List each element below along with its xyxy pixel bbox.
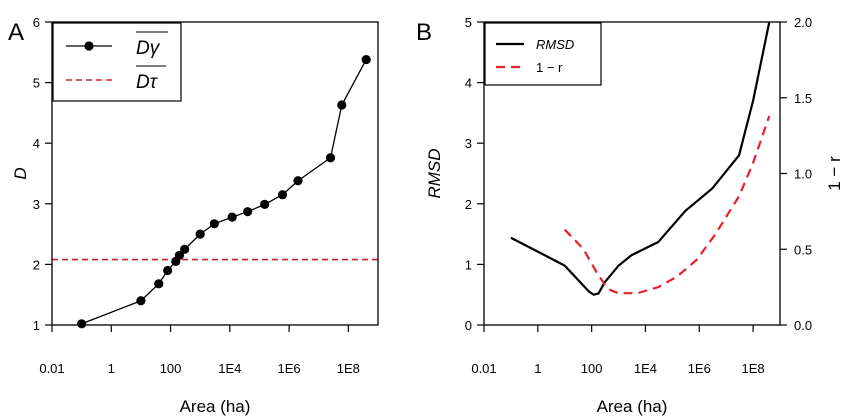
plot-area: [510, 22, 771, 296]
data-point: [260, 199, 270, 210]
data-point: [163, 265, 173, 276]
data-point: [195, 229, 205, 239]
x-tick-label: 1E6: [278, 361, 301, 376]
data-point: [174, 250, 185, 260]
legend-label-1-r: 1 − r: [536, 60, 563, 75]
legend-box: [484, 22, 602, 86]
x-tick-label: 100: [160, 361, 182, 376]
panel-letter: A: [8, 19, 24, 46]
legend-box: [52, 22, 182, 102]
data-point: [154, 279, 164, 289]
y-axis-label: D: [11, 167, 30, 179]
y2-tick-label: 1.0: [794, 167, 812, 182]
y-tick-label: 1: [465, 257, 472, 272]
data-point: [325, 153, 336, 163]
legend-label-dgamma: Dγ: [136, 38, 161, 59]
data-point: [293, 176, 303, 186]
y-tick-label: 4: [33, 136, 40, 151]
data-point: [180, 244, 190, 254]
y2-tick-label: 1.5: [794, 91, 812, 106]
x-tick-label: 1E8: [742, 361, 765, 376]
y2-tick-label: 0.5: [794, 242, 812, 257]
data-point: [243, 207, 253, 217]
x-tick-label: 1E6: [688, 361, 711, 376]
y-tick-label: 1: [33, 318, 40, 333]
panel-letter: B: [416, 19, 432, 46]
x-axis-label: Area (ha): [597, 397, 668, 416]
y2-tick-label: 2.0: [794, 15, 812, 30]
x-axis-label: Area (ha): [180, 397, 251, 416]
data-point: [361, 54, 371, 65]
y-tick-label: 4: [465, 76, 472, 91]
legend-label-dtau: Dτ: [136, 72, 159, 93]
x-tick-label: 1E4: [218, 361, 241, 376]
data-point: [209, 219, 219, 229]
x-tick-label: 1: [534, 361, 541, 376]
series-line-primary: [510, 22, 771, 296]
y-axis-label: RMSD: [425, 148, 444, 198]
x-tick-label: 1E8: [337, 361, 360, 376]
plot-frame: [51, 21, 379, 326]
x-tick-label: 1E4: [634, 361, 657, 376]
x-tick-label: 0.01: [471, 361, 496, 376]
y-tick-label: 3: [33, 197, 40, 212]
y-tick-label: 3: [465, 136, 472, 151]
y-tick-label: 0: [465, 318, 472, 333]
legend-marker-dgamma: [84, 41, 94, 51]
data-point: [227, 212, 237, 222]
series-line-secondary: [563, 115, 771, 295]
y-tick-label: 5: [465, 15, 472, 30]
y-tick-label: 2: [33, 257, 40, 272]
y-tick-label: 6: [33, 15, 40, 30]
panel-b: B 0.01 1 100 1E4 1E6 1E8 0 1 2 3 4 5 0.0 0.5 1.0 1.5 2.0 A…: [416, 15, 844, 416]
data-point: [337, 100, 347, 110]
legend-label-rmsd: RMSD: [536, 37, 574, 52]
legend: Dγ Dτ: [52, 22, 182, 102]
y-tick-label: 5: [33, 76, 40, 91]
data-point: [277, 190, 288, 200]
legend: RMSD 1 − r: [484, 22, 602, 86]
panel-a: A 0.01 1 100 1E4 1E6 1E8 1 2 3 4 5 6 Area (ha) D Dγ Dτ: [8, 15, 379, 416]
y2-axis-label: 1 − r: [825, 156, 844, 191]
data-point: [136, 296, 146, 306]
x-tick-label: 0.01: [39, 361, 64, 376]
x-tick-label: 100: [581, 361, 603, 376]
x-tick-label: 1: [108, 361, 115, 376]
y2-tick-label: 0.0: [794, 318, 812, 333]
y-tick-label: 2: [465, 197, 472, 212]
data-point: [77, 319, 87, 329]
